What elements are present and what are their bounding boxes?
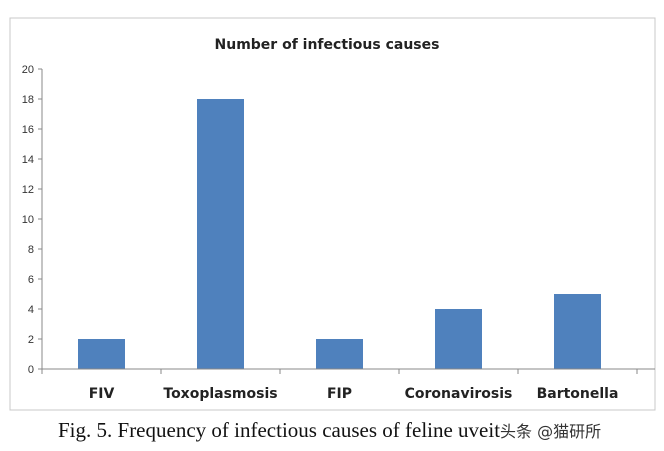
bar-coronavirosis [435, 309, 482, 369]
bar-fip [316, 339, 363, 369]
y-tick-label: 20 [22, 64, 34, 76]
y-axis: 0 2 4 6 8 10 12 14 16 18 20 [22, 64, 43, 376]
caption-text: Fig. 5. Frequency of infectious causes o… [58, 418, 501, 442]
x-tick-label: FIP [327, 386, 352, 402]
x-tick-label: Coronavirosis [405, 386, 513, 402]
y-tick-label: 2 [28, 334, 34, 346]
x-tick-label: Bartonella [537, 386, 619, 402]
y-tick-label: 18 [22, 94, 34, 106]
y-tick-label: 0 [28, 364, 34, 376]
bar-bartonella [554, 294, 601, 369]
bars [78, 99, 601, 369]
bar-toxoplasmosis [197, 99, 244, 369]
x-tick-label: Toxoplasmosis [163, 386, 277, 402]
y-tick-label: 16 [22, 124, 34, 136]
x-axis: FIV Toxoplasmosis FIP Coronavirosis Bartonel… [41, 368, 655, 402]
y-tick-label: 8 [28, 244, 34, 256]
bar-fiv [78, 339, 125, 369]
watermark: 头条 @猫研所 [500, 422, 602, 441]
y-tick-label: 12 [22, 184, 34, 196]
chart-title: Number of infectious causes [215, 37, 440, 53]
figure-caption: Fig. 5. Frequency of infectious causes o… [58, 418, 601, 443]
x-tick-label: FIV [89, 386, 115, 402]
y-tick-label: 4 [28, 304, 34, 316]
y-tick-label: 6 [28, 274, 34, 286]
y-tick-label: 10 [22, 214, 34, 226]
y-tick-label: 14 [22, 154, 34, 166]
